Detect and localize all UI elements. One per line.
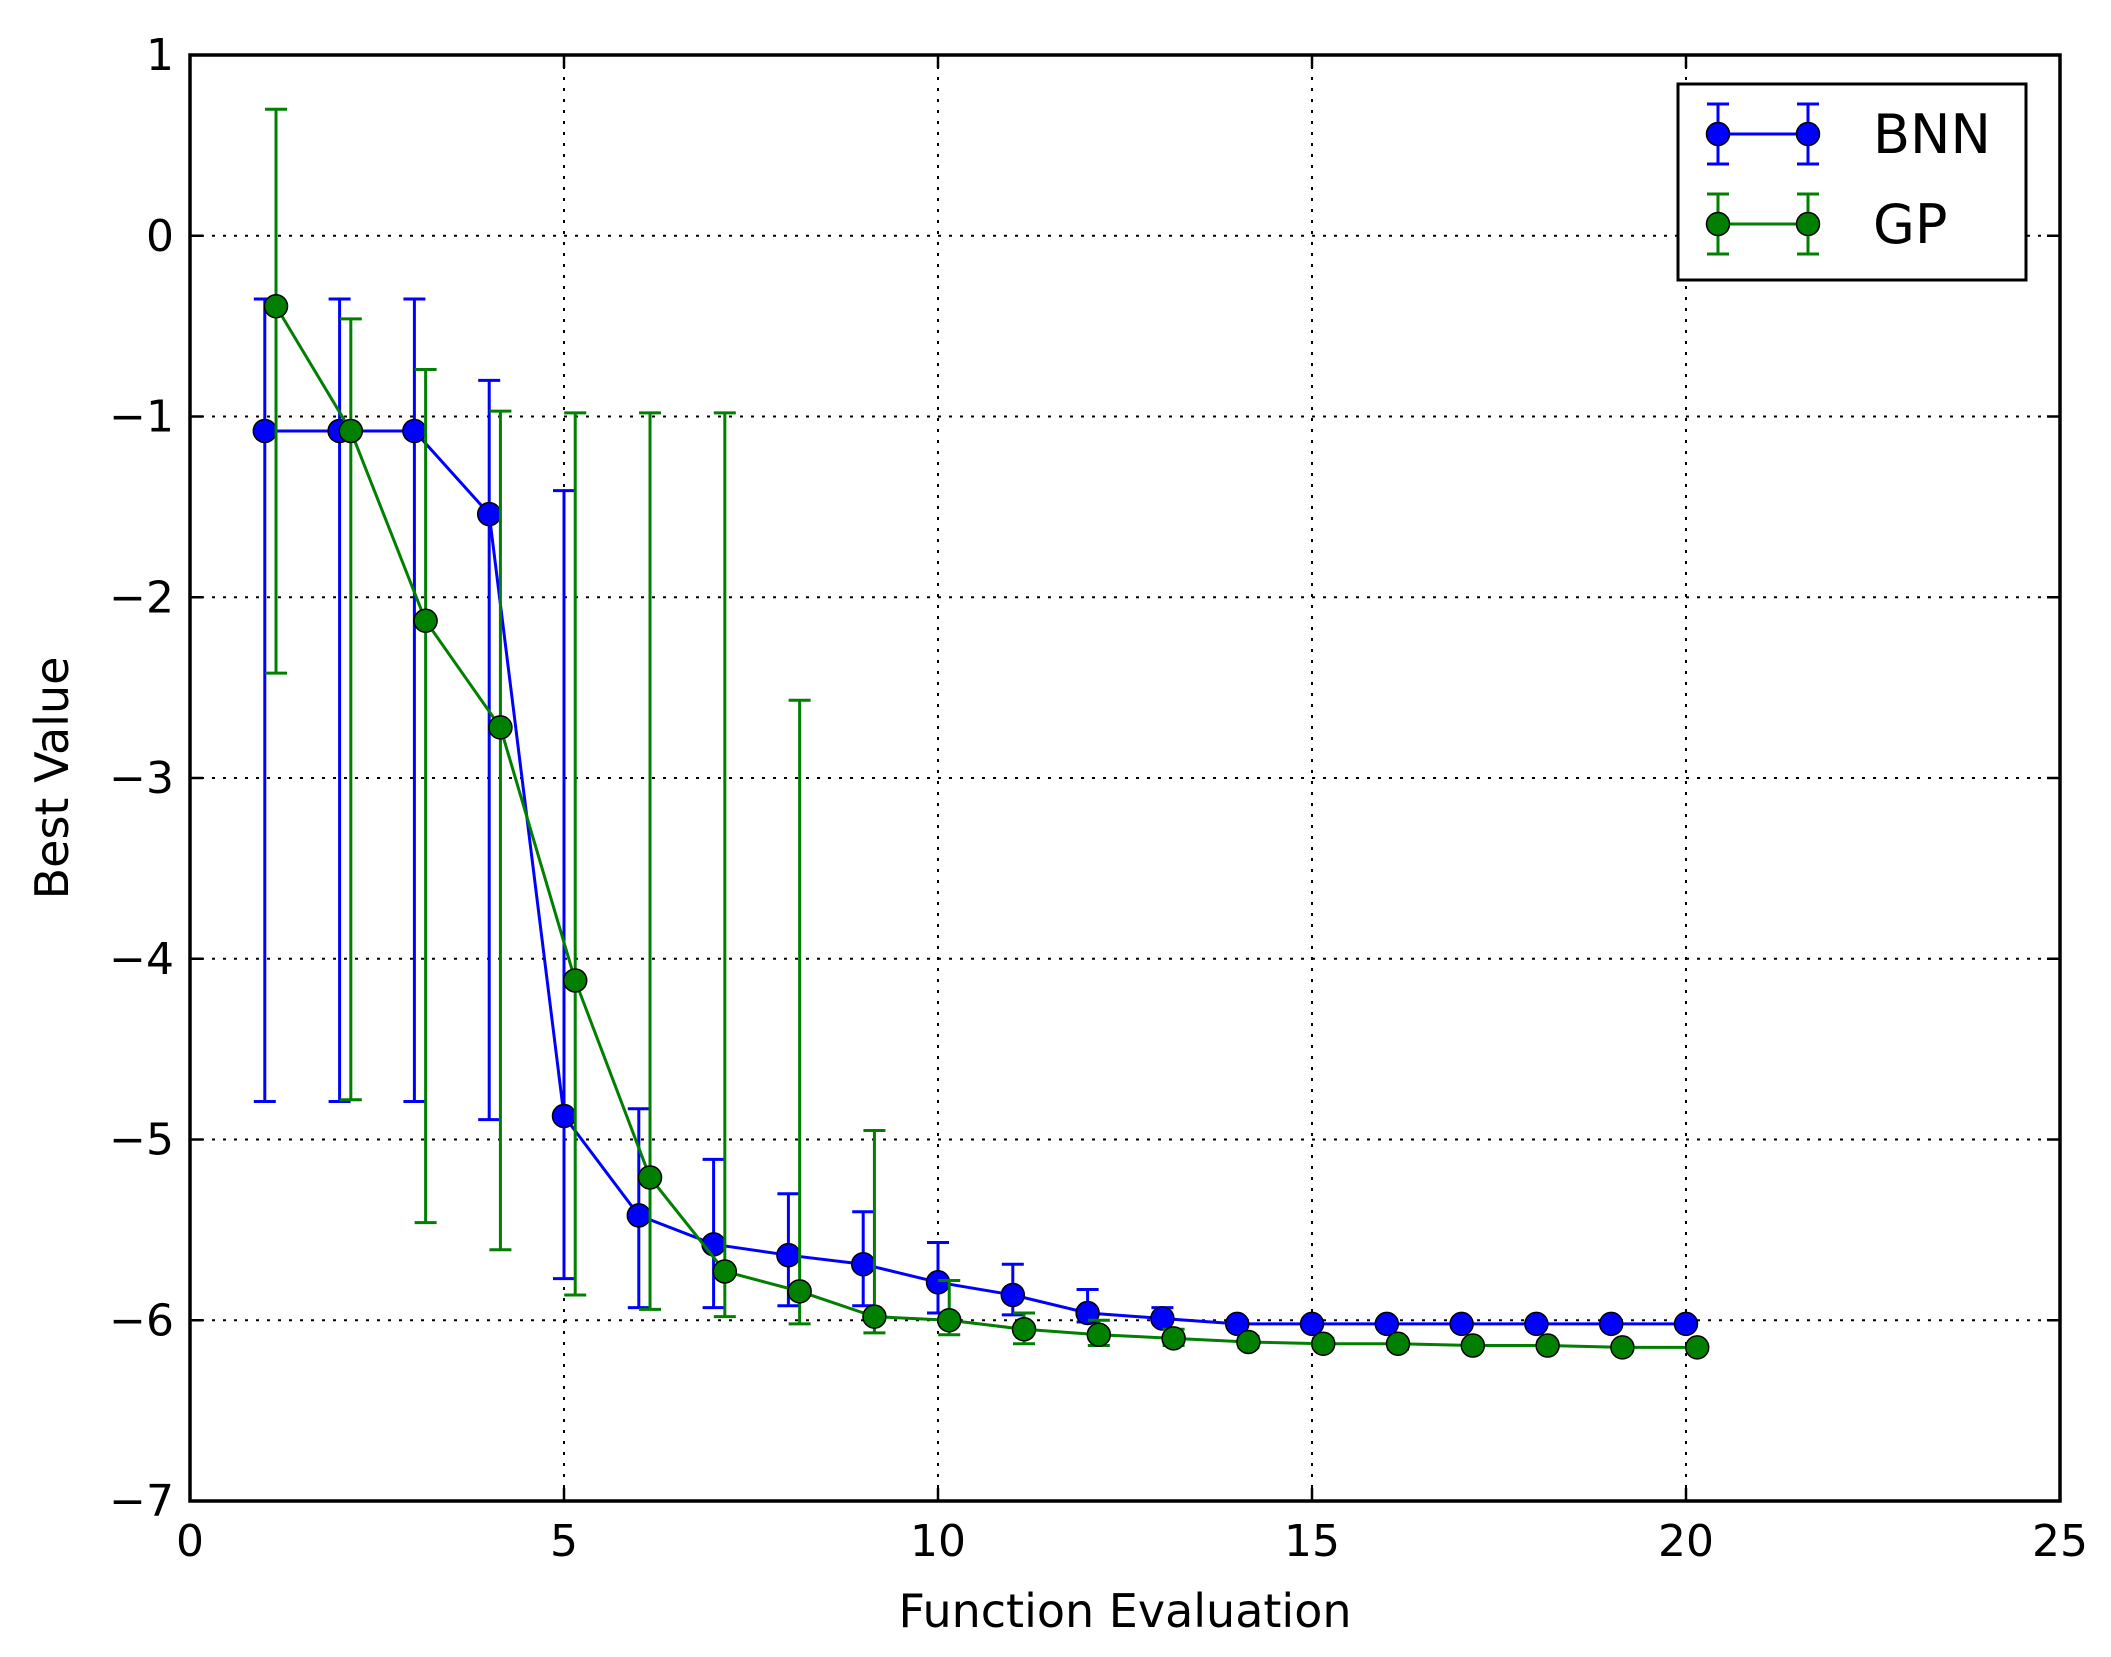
y-tick-label--7: −7 xyxy=(109,1476,174,1527)
bnn-point xyxy=(252,418,278,444)
y-tick-label-0: 0 xyxy=(146,211,174,262)
bnn-point xyxy=(1449,1311,1474,1337)
y-tick-label--3: −3 xyxy=(109,753,174,804)
legend-marker-bnn xyxy=(1705,121,1731,147)
y-axis-label: Best Value xyxy=(25,657,79,900)
gp-point xyxy=(413,608,438,633)
gp-point xyxy=(712,1259,738,1284)
bnn-point xyxy=(850,1251,876,1277)
x-tick-label-10: 10 xyxy=(910,1516,966,1567)
bnn-point xyxy=(626,1203,652,1228)
legend-label-bnn: BNN xyxy=(1873,103,1991,166)
gp-point xyxy=(1460,1333,1486,1358)
bnn-point xyxy=(776,1242,801,1268)
bnn-point xyxy=(1224,1311,1250,1337)
y-tick-label--4: −4 xyxy=(109,934,174,985)
series-gp xyxy=(263,107,1710,1360)
bnn-point xyxy=(476,501,502,527)
bnn-point xyxy=(1673,1311,1699,1337)
y-tick-label--5: −5 xyxy=(109,1115,174,1166)
bnn-point xyxy=(1374,1311,1400,1337)
y-tick-label--2: −2 xyxy=(109,572,174,623)
y-tick-label--1: −1 xyxy=(109,392,174,443)
legend-marker-gp xyxy=(1705,211,1731,237)
gp-point xyxy=(1310,1331,1336,1356)
gp-point xyxy=(787,1279,812,1304)
gp-point xyxy=(1011,1317,1037,1342)
gp-point xyxy=(637,1165,663,1190)
x-tick-label-20: 20 xyxy=(1658,1516,1714,1567)
gp-point xyxy=(936,1308,962,1333)
legend-marker-gp xyxy=(1795,211,1821,237)
bnn-point xyxy=(925,1270,951,1295)
gp-point xyxy=(1684,1335,1710,1360)
bnn-point xyxy=(701,1232,726,1257)
gp-point xyxy=(1535,1333,1560,1358)
legend: BNN GP xyxy=(1676,82,2028,282)
y-tick-label--6: −6 xyxy=(109,1295,174,1346)
x-tick-label-15: 15 xyxy=(1284,1516,1340,1567)
x-tick-label-0: 0 xyxy=(176,1516,204,1567)
bnn-point xyxy=(551,1103,577,1129)
gp-point xyxy=(1236,1329,1261,1355)
y-tick-label-1: 1 xyxy=(146,30,174,81)
gp-point xyxy=(488,715,513,740)
gp-point xyxy=(862,1304,887,1329)
gp-point xyxy=(1385,1331,1411,1356)
legend-item-bnn: BNN xyxy=(1705,102,1991,166)
bnn-point xyxy=(402,418,427,444)
bnn-point xyxy=(1000,1282,1026,1308)
legend-label-gp: GP xyxy=(1873,193,1947,256)
legend-box xyxy=(1676,82,2028,282)
x-tick-label-25: 25 xyxy=(2032,1516,2088,1567)
gp-point xyxy=(338,418,364,444)
gp-point xyxy=(562,968,588,993)
gp-point xyxy=(1161,1326,1186,1351)
bnn-point xyxy=(1598,1311,1624,1337)
legend-item-gp: GP xyxy=(1705,192,1947,256)
bnn-point xyxy=(1524,1311,1549,1337)
gp-point xyxy=(1086,1322,1112,1347)
grid-layer xyxy=(190,55,2060,1501)
gp-line xyxy=(274,305,1698,1349)
gp-point xyxy=(263,293,289,319)
bnn-point xyxy=(1150,1306,1175,1331)
series-layer xyxy=(252,107,1710,1360)
x-axis-label: Function Evaluation xyxy=(899,1584,1352,1638)
x-tick-label-5: 5 xyxy=(550,1516,578,1567)
legend-marker-bnn xyxy=(1795,121,1821,147)
gp-point xyxy=(1610,1335,1635,1360)
bnn-point xyxy=(1299,1311,1325,1337)
